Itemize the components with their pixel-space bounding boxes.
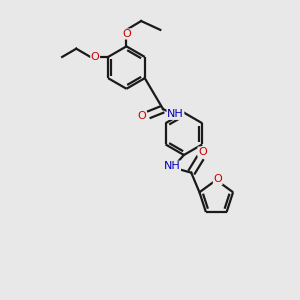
Text: NH: NH [164, 161, 181, 171]
Text: O: O [213, 174, 222, 184]
Text: O: O [91, 52, 100, 62]
Text: O: O [122, 29, 131, 39]
Text: O: O [137, 111, 146, 122]
Text: O: O [198, 147, 207, 157]
Text: NH: NH [167, 110, 184, 119]
